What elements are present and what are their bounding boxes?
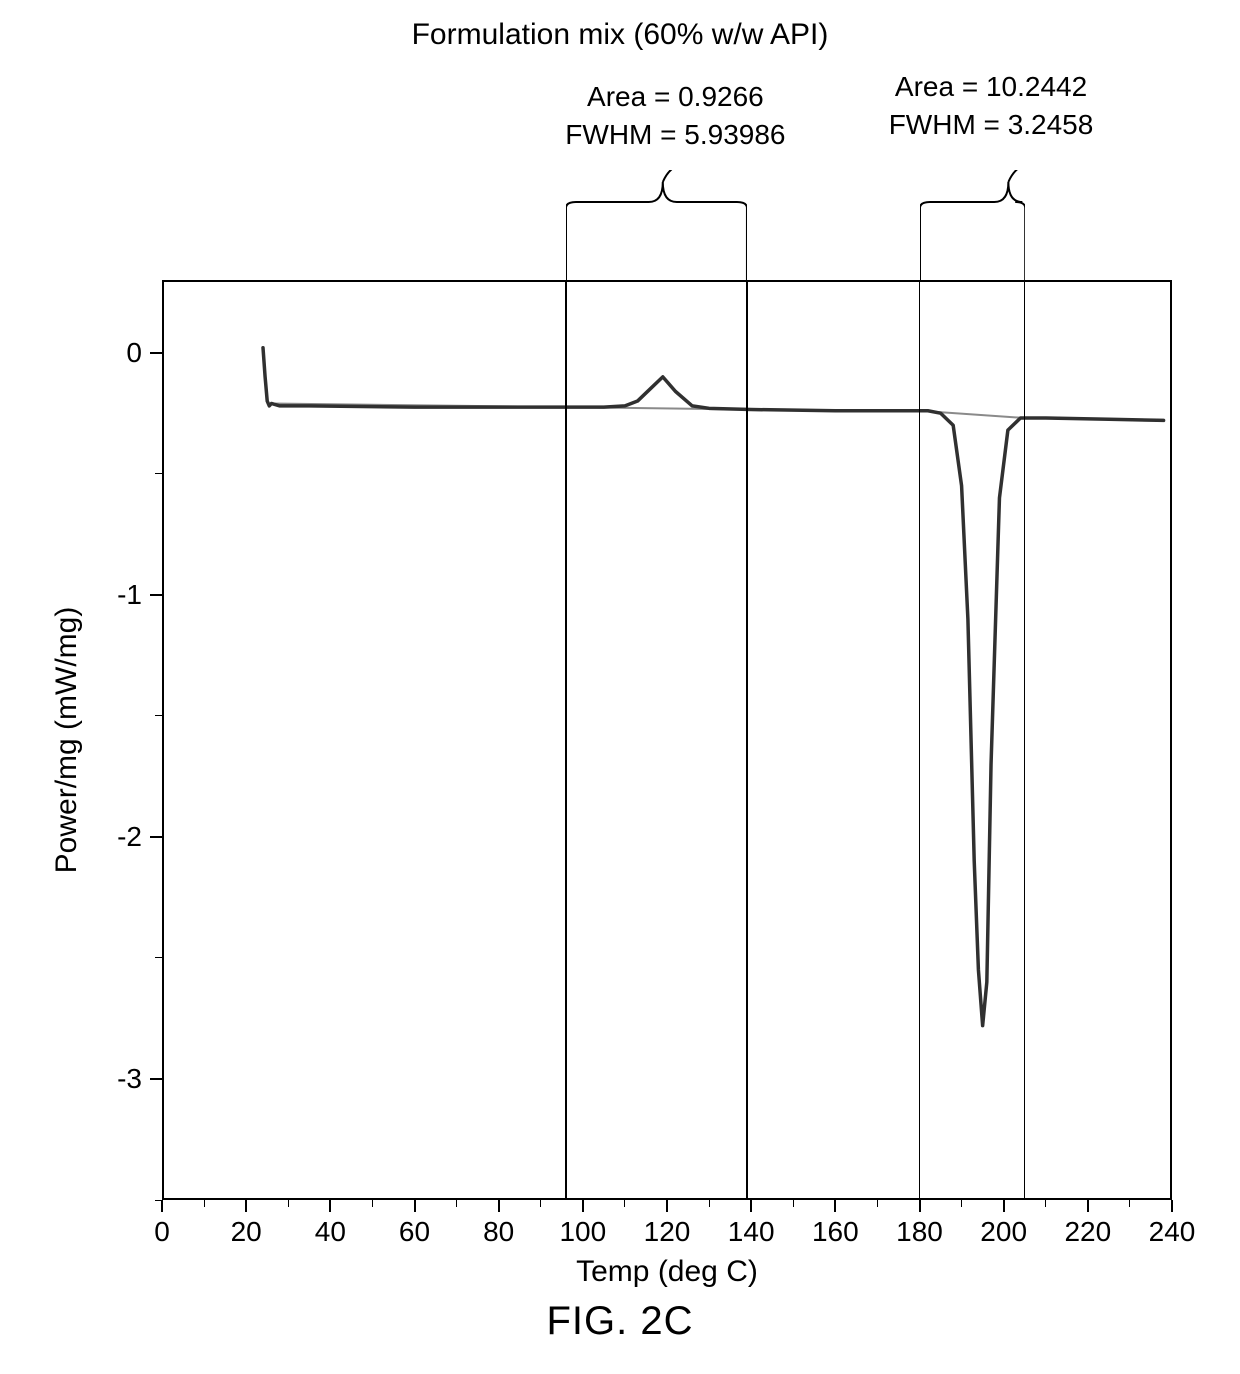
bracket-path: [566, 182, 747, 280]
y-tick-label: -2: [117, 821, 142, 853]
peak-1-bracket: [566, 170, 747, 230]
x-tick-minor: [288, 1200, 289, 1207]
x-tick-minor: [793, 1200, 794, 1207]
x-tick-label: 120: [644, 1216, 691, 1248]
peak-1-label: Area = 0.9266 FWHM = 5.93986: [525, 78, 825, 154]
y-tick-label: -1: [117, 579, 142, 611]
x-tick-minor: [877, 1200, 878, 1207]
x-tick-minor: [1045, 1200, 1046, 1207]
y-tick: [150, 1078, 162, 1080]
x-tick-minor: [624, 1200, 625, 1207]
x-tick: [245, 1200, 247, 1212]
y-tick-minor: [155, 957, 162, 958]
x-tick: [161, 1200, 163, 1212]
x-tick-minor: [372, 1200, 373, 1207]
x-tick: [1087, 1200, 1089, 1212]
integration-vline: [1024, 280, 1026, 1200]
y-tick-minor: [155, 1200, 162, 1201]
peak-2-label: Area = 10.2442 FWHM = 3.2458: [841, 68, 1141, 144]
y-tick-label: 0: [126, 337, 142, 369]
y-tick: [150, 594, 162, 596]
integration-vline: [565, 280, 567, 1200]
x-tick-label: 60: [399, 1216, 430, 1248]
x-tick: [582, 1200, 584, 1212]
bracket-pointer: [663, 170, 681, 182]
plot-area: Temp (deg C) Power/mg (mW/mg) 0204060801…: [162, 280, 1172, 1200]
y-tick-minor: [155, 473, 162, 474]
x-tick: [834, 1200, 836, 1212]
x-tick: [1171, 1200, 1173, 1212]
figure-caption: FIG. 2C: [0, 1299, 1240, 1344]
y-tick-label: -3: [117, 1063, 142, 1095]
integration-vline: [919, 280, 921, 1200]
chart-title: Formulation mix (60% w/w API): [0, 18, 1240, 52]
bracket-path: [920, 182, 1025, 280]
x-tick-label: 140: [728, 1216, 775, 1248]
x-tick-minor: [961, 1200, 962, 1207]
x-tick-label: 0: [154, 1216, 170, 1248]
x-tick-label: 160: [812, 1216, 859, 1248]
x-tick-minor: [540, 1200, 541, 1207]
integration-vline: [746, 280, 748, 1200]
x-tick-label: 100: [559, 1216, 606, 1248]
y-tick: [150, 352, 162, 354]
x-tick: [498, 1200, 500, 1212]
peak-2-bracket: [920, 170, 1025, 230]
x-axis-label: Temp (deg C): [162, 1255, 1172, 1289]
plot-svg: [162, 280, 1172, 1200]
x-tick: [666, 1200, 668, 1212]
bracket-pointer: [1008, 170, 1025, 182]
x-tick-label: 200: [980, 1216, 1027, 1248]
dsc-trace-line: [263, 348, 1164, 1026]
x-tick-minor: [709, 1200, 710, 1207]
x-tick: [329, 1200, 331, 1212]
x-tick-label: 40: [315, 1216, 346, 1248]
x-tick-label: 240: [1149, 1216, 1196, 1248]
dsc-chart-figure: Formulation mix (60% w/w API) Temp (deg …: [0, 0, 1240, 1374]
x-tick-minor: [1129, 1200, 1130, 1207]
x-tick: [750, 1200, 752, 1212]
x-tick: [414, 1200, 416, 1212]
bracket-svg: [920, 170, 1025, 280]
y-tick-minor: [155, 715, 162, 716]
x-tick-label: 80: [483, 1216, 514, 1248]
x-tick: [919, 1200, 921, 1212]
x-tick: [1003, 1200, 1005, 1212]
y-axis-label: Power/mg (mW/mg): [50, 607, 84, 874]
x-tick-label: 220: [1064, 1216, 1111, 1248]
x-tick-label: 20: [231, 1216, 262, 1248]
x-tick-minor: [456, 1200, 457, 1207]
y-tick: [150, 836, 162, 838]
x-tick-minor: [204, 1200, 205, 1207]
bracket-svg: [566, 170, 747, 280]
x-tick-label: 180: [896, 1216, 943, 1248]
